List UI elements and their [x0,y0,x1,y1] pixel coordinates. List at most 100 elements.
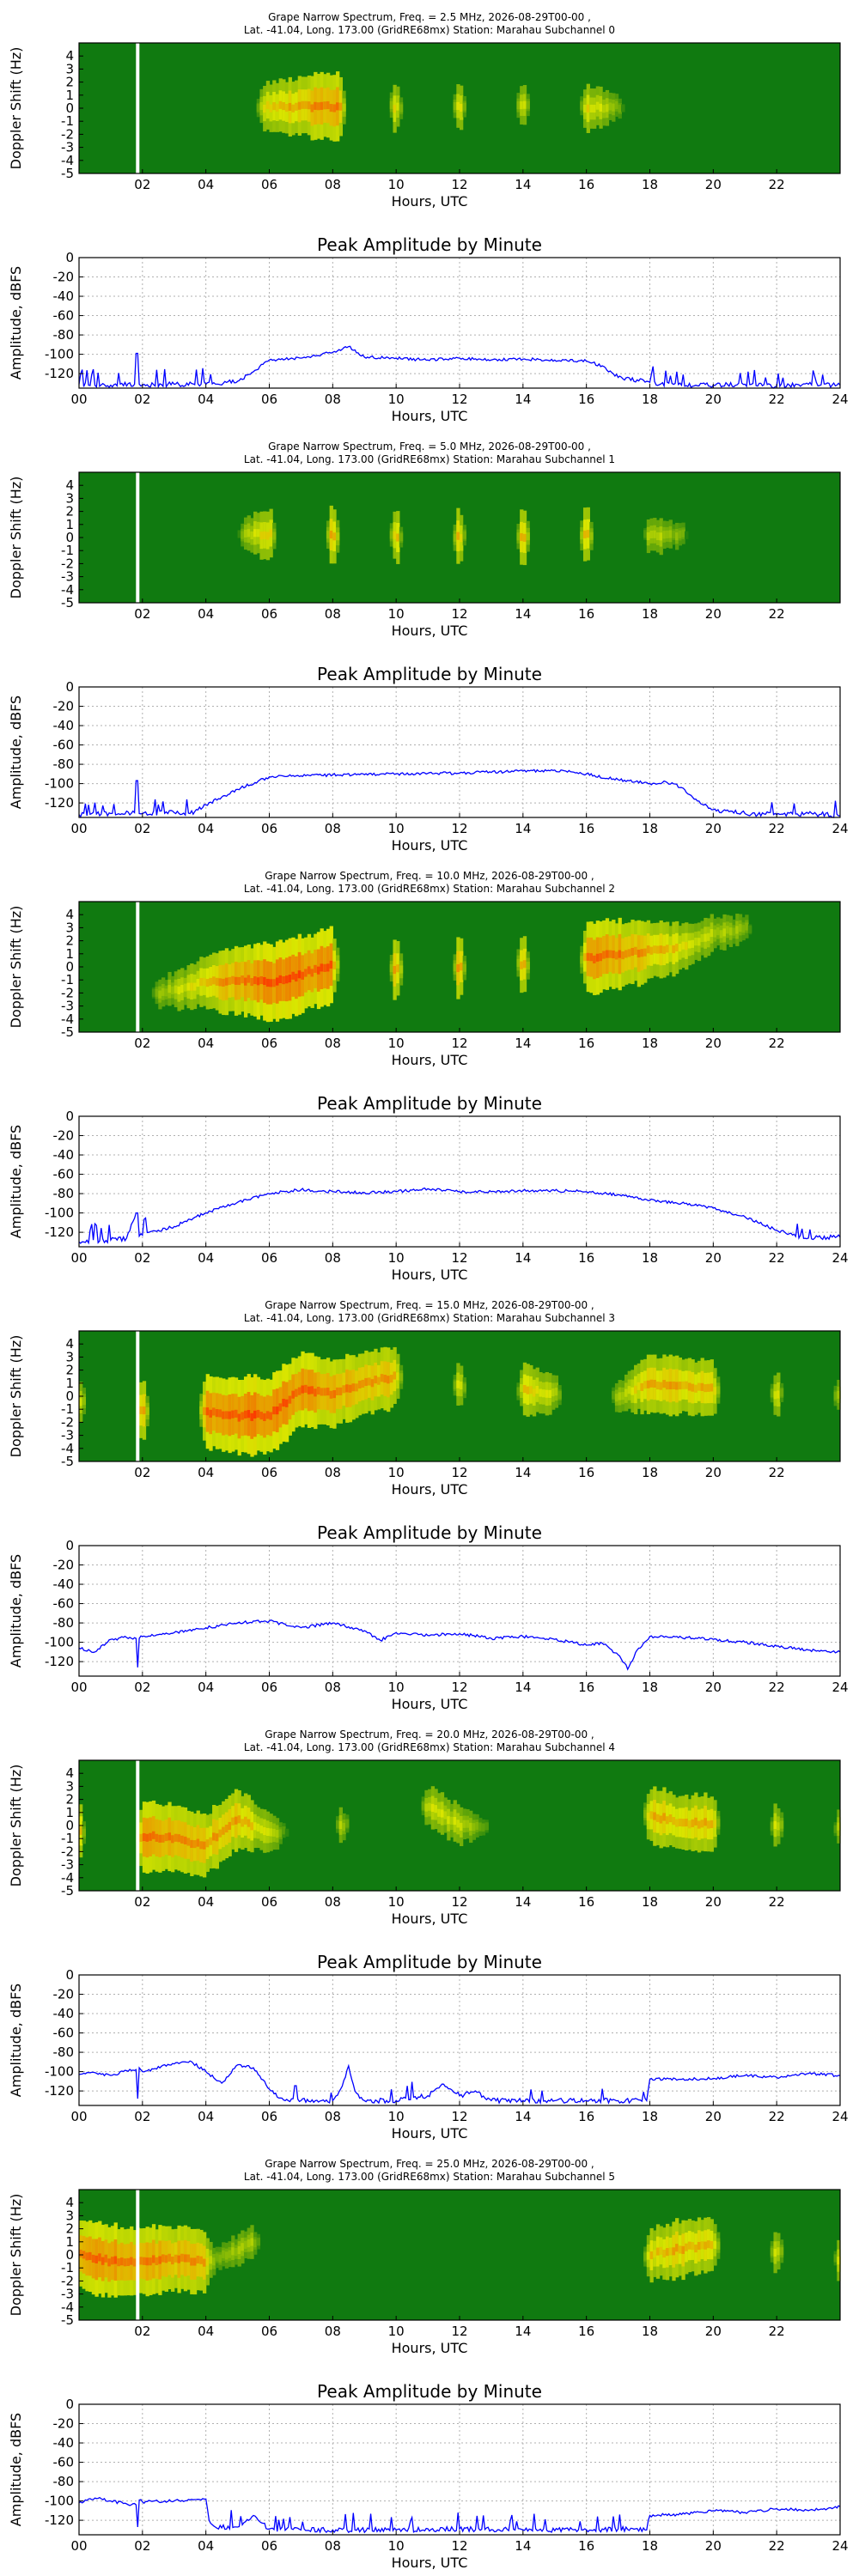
y-tick-label: -40 [53,2435,75,2451]
spectrogram-cell-2 [263,104,267,113]
y-tick-label: -40 [53,1147,75,1163]
spectrogram-cell-2 [659,1815,663,1824]
spectrogram-cell-2 [263,976,267,986]
y-tick-label: 1 [65,1805,74,1820]
y-tick-label: -1 [61,543,74,558]
spectrogram-cell-2 [228,1411,232,1419]
spectrogram-cell-2 [516,532,521,541]
spectrogram-cell-2 [104,2254,108,2263]
y-axis-label: Doppler Shift (Hz) [8,1765,24,1887]
spectrogram-cell-2 [745,922,749,931]
spectrogram-cell-2 [202,977,207,986]
spectrogram-cell-2 [297,1387,302,1395]
x-axis-label: Hours, UTC [392,193,468,210]
spectrogram-cell-2 [612,1391,616,1400]
x-tick-label: 06 [261,1250,277,1266]
x-tick-label: 20 [705,1465,722,1480]
x-tick-label: 06 [261,1894,277,1910]
spectrogram-cell-2 [646,532,651,541]
spectrogram-cell-2 [253,1410,258,1419]
spectrogram-cell-2 [234,2248,239,2257]
x-axis-label: Hours, UTC [392,2555,468,2571]
y-tick-label: -60 [53,2026,75,2041]
spectrogram-cell-2 [243,1816,248,1825]
x-tick-label: 18 [642,177,658,192]
spectrogram-cell-2 [599,953,603,962]
x-tick-label: 14 [515,2324,531,2339]
spectrogram-cell-2 [323,1388,327,1396]
spectrogram-cell-2 [649,530,654,539]
y-tick-label: 0 [65,1109,74,1124]
spectrogram-cell-2 [685,531,689,539]
spectrogram-cell-2 [653,945,657,954]
spectrogram-cell-2 [199,2256,204,2264]
y-tick-label: 2 [65,1363,74,1378]
y-tick-label: 0 [65,1388,74,1404]
spectrogram-cell-2 [209,2256,213,2264]
spectrogram-cell-2 [241,975,245,984]
x-tick-label: 10 [388,1036,405,1051]
spectrogram-cell-2 [256,2238,261,2246]
y-tick-label: -80 [53,2474,75,2489]
spectrogram-cell-2 [336,532,340,541]
x-tick-label: 04 [198,1894,214,1910]
spectrogram-cell-2 [256,977,261,986]
y-tick-label: -2 [61,1844,74,1859]
spectrogram-cell-2 [314,1388,318,1397]
spectrogram-cell-2 [241,1412,245,1420]
spectrogram-field [79,472,840,603]
x-tick-label: 18 [642,392,658,407]
x-tick-label: 04 [198,392,214,407]
spectrogram-cell-2 [551,1388,556,1397]
y-tick-label: -1 [61,2260,74,2275]
spectrogram-cell-2 [643,530,648,538]
y-tick-label: -20 [53,699,75,714]
spectrogram-cell-2 [655,945,661,954]
x-tick-label: 14 [515,2109,531,2124]
x-tick-label: 20 [705,2324,722,2339]
spectrogram-cell-2 [396,1372,400,1381]
spectrogram-panel-5: Grape Narrow Spectrum, Freq. = 10.0 MHz,… [8,870,841,1068]
spectrogram-cell-2 [716,2241,721,2250]
x-tick-label: 16 [578,177,594,192]
spectrogram-cell-2 [241,1819,245,1827]
spectrogram-cell-2 [399,1373,404,1382]
x-tick-label: 20 [705,392,722,407]
spectrogram-cell-2 [770,2247,775,2256]
x-tick-label: 20 [705,1894,722,1910]
x-tick-label: 02 [134,2109,150,2124]
spectrogram-cell-2 [516,1387,521,1396]
spectrogram-cell-2 [516,958,521,967]
spectrogram-cell-2 [155,1833,159,1842]
spectrogram-cell-2 [691,2242,695,2251]
spectrogram-cell-2 [399,104,404,112]
spectrogram-field [79,902,840,1032]
amplitude-panel-2: Peak Amplitude by Minute 0 -20 -40 -60 -80 -10… [8,234,849,424]
spectrogram-cell-2 [637,1382,642,1390]
spectrogram-cell-2 [389,531,394,539]
y-axis-label: Amplitude, dBFS [8,266,24,380]
x-tick-label: 02 [134,2538,150,2554]
spectrogram-cell-2 [149,2257,153,2266]
y-tick-label: 0 [65,959,74,975]
y-tick-label: 3 [65,1349,74,1364]
spectrogram-cell-2 [259,101,264,111]
spectrogram-cell-2 [336,1387,340,1395]
spectrogram-cell-2 [130,2257,134,2265]
spectrogram-cell-2 [535,1385,539,1394]
x-tick-label: 18 [642,1680,658,1695]
spectrogram-cell-2 [82,2251,86,2259]
spectrogram-cell-2 [183,1836,188,1844]
y-tick-label: -20 [53,1558,75,1573]
spectrogram-cell-2 [526,532,530,541]
spectrogram-cell-2 [253,975,258,985]
spectrogram-cell-2 [192,982,198,991]
spectrogram-cell-2 [614,100,619,110]
spectrogram-cell-2 [691,1819,695,1827]
spectrogram-cell-2 [336,102,340,111]
y-tick-label: -4 [61,582,74,598]
spectrogram-cell-2 [332,961,337,969]
y-tick-label: -40 [53,718,75,733]
x-tick-label: 06 [261,606,277,622]
x-tick-label: 10 [388,1250,405,1266]
